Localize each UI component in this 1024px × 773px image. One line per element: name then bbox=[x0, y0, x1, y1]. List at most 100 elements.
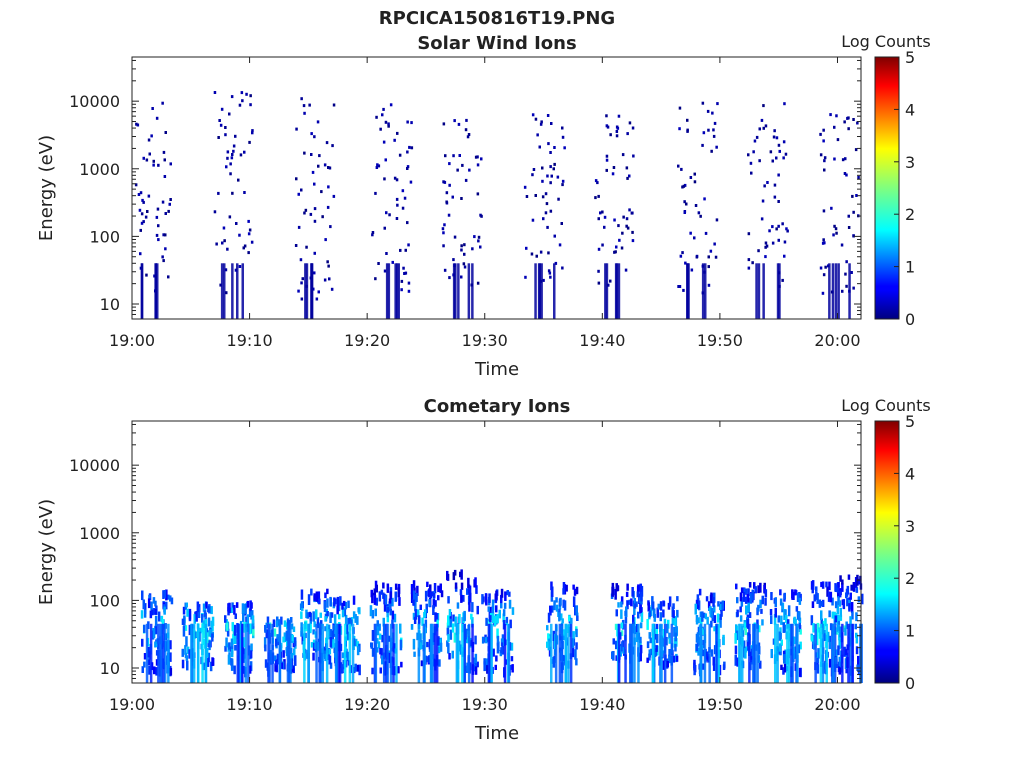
heatmap-cell bbox=[207, 641, 210, 648]
heatmap-cell bbox=[347, 600, 350, 608]
heatmap-cell bbox=[251, 129, 254, 133]
heatmap-cell bbox=[841, 158, 845, 162]
heatmap-streak bbox=[553, 263, 556, 319]
heatmap-cell bbox=[758, 646, 761, 655]
heatmap-cell bbox=[459, 571, 462, 578]
heatmap-cell bbox=[650, 607, 653, 617]
heatmap-cell bbox=[696, 632, 700, 643]
heatmap-cell bbox=[702, 131, 706, 135]
heatmap-cell bbox=[673, 637, 677, 648]
heatmap-cell bbox=[213, 210, 217, 214]
heatmap-streak bbox=[204, 623, 208, 683]
heatmap-cell bbox=[231, 602, 234, 610]
heatmap-cell bbox=[819, 132, 822, 136]
heatmap-cell bbox=[821, 581, 825, 589]
heatmap-cell bbox=[142, 200, 145, 204]
heatmap-cell bbox=[330, 287, 334, 291]
heatmap-cell bbox=[168, 202, 171, 206]
heatmap-cell bbox=[445, 191, 449, 195]
heatmap-streak bbox=[605, 263, 609, 319]
heatmap-cell bbox=[560, 613, 563, 621]
heatmap-cell bbox=[220, 107, 224, 111]
heatmap-cell bbox=[152, 628, 156, 639]
heatmap-cell bbox=[850, 602, 854, 613]
heatmap-cell bbox=[846, 585, 850, 595]
heatmap-cell bbox=[462, 262, 466, 266]
heatmap-cell bbox=[383, 269, 387, 273]
heatmap-cell bbox=[682, 288, 685, 292]
heatmap-cell bbox=[698, 588, 702, 596]
heatmap-cell bbox=[457, 122, 461, 126]
heatmap-cell bbox=[157, 611, 161, 622]
heatmap-cell bbox=[387, 122, 390, 126]
heatmap-cell bbox=[734, 654, 737, 666]
heatmap-cell bbox=[781, 222, 784, 226]
heatmap-cell bbox=[250, 643, 253, 652]
heatmap-cell bbox=[312, 642, 316, 651]
heatmap-cell bbox=[857, 655, 860, 666]
heatmap-cell bbox=[152, 608, 156, 615]
heatmap-cell bbox=[601, 243, 604, 247]
heatmap-cell bbox=[826, 586, 829, 597]
heatmap-cell bbox=[739, 606, 742, 613]
heatmap-cell bbox=[376, 647, 379, 653]
heatmap-cell bbox=[785, 614, 788, 623]
heatmap-cell bbox=[375, 584, 378, 593]
heatmap-cell bbox=[666, 661, 669, 668]
heatmap-cell bbox=[825, 581, 828, 588]
heatmap-streak bbox=[633, 623, 636, 683]
heatmap-cell bbox=[639, 652, 642, 662]
heatmap-cell bbox=[463, 265, 467, 269]
heatmap-cell bbox=[357, 607, 360, 613]
heatmap-cell bbox=[837, 596, 840, 606]
heatmap-cell bbox=[167, 275, 170, 279]
heatmap-cell bbox=[157, 238, 160, 242]
heatmap-cell bbox=[306, 612, 309, 619]
heatmap-cell bbox=[317, 591, 321, 602]
heatmap-cell bbox=[463, 252, 466, 256]
heatmap-cell bbox=[605, 154, 609, 158]
heatmap-cell bbox=[170, 597, 174, 605]
heatmap-cell bbox=[240, 91, 244, 95]
heatmap-cell bbox=[305, 609, 308, 619]
heatmap-cell bbox=[371, 231, 375, 234]
heatmap-streak bbox=[394, 263, 397, 319]
heatmap-cell bbox=[663, 618, 667, 624]
heatmap-cell bbox=[460, 569, 463, 580]
heatmap-streak bbox=[540, 263, 543, 319]
heatmap-cell bbox=[702, 663, 705, 670]
heatmap-cell bbox=[248, 140, 251, 144]
heatmap-cell bbox=[329, 662, 333, 669]
heatmap-cell bbox=[332, 194, 336, 198]
heatmap-cell bbox=[819, 266, 823, 270]
heatmap-cell bbox=[620, 622, 624, 629]
heatmap-cell bbox=[701, 611, 704, 622]
heatmap-cell bbox=[780, 615, 783, 625]
heatmap-cell bbox=[281, 661, 285, 670]
x-axis-label-cometary: Time bbox=[474, 723, 519, 744]
heatmap-streak bbox=[239, 623, 243, 683]
heatmap-cell bbox=[828, 581, 831, 591]
heatmap-cell bbox=[675, 638, 678, 647]
heatmap-cell bbox=[510, 642, 514, 651]
heatmap-cell bbox=[225, 637, 228, 648]
heatmap-cell bbox=[245, 92, 248, 96]
heatmap-streak bbox=[558, 623, 562, 683]
heatmap-cell bbox=[404, 271, 408, 275]
heatmap-cell bbox=[407, 281, 411, 285]
heatmap-cell bbox=[762, 104, 765, 108]
heatmap-cell bbox=[153, 666, 156, 675]
heatmap-cell bbox=[467, 133, 471, 136]
heatmap-cell bbox=[249, 103, 252, 107]
heatmap-cell bbox=[312, 629, 315, 635]
heatmap-cell bbox=[328, 629, 331, 640]
heatmap-cell bbox=[162, 150, 166, 154]
heatmap-cell bbox=[417, 615, 421, 625]
heatmap-streak bbox=[289, 623, 292, 683]
heatmap-cell bbox=[341, 606, 345, 618]
heatmap-cell bbox=[426, 581, 429, 587]
heatmap-cell bbox=[329, 596, 332, 606]
heatmap-streak bbox=[286, 623, 290, 683]
heatmap-cell bbox=[547, 251, 550, 255]
